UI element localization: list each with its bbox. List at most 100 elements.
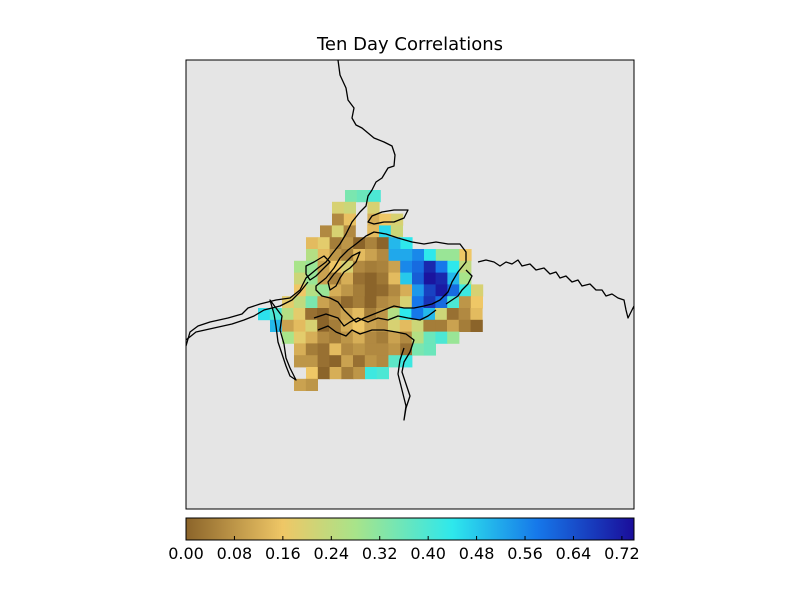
heatmap-cell bbox=[340, 308, 353, 321]
heatmap-cell bbox=[353, 355, 366, 368]
heatmap-cell bbox=[317, 260, 330, 273]
heatmap-cell bbox=[412, 272, 425, 285]
heatmap-cell bbox=[459, 284, 472, 297]
heatmap-cell bbox=[305, 331, 318, 344]
heatmap-cell bbox=[293, 296, 306, 309]
heatmap-cell bbox=[353, 272, 366, 285]
heatmap-cell bbox=[458, 319, 471, 332]
heatmap-cell bbox=[376, 355, 389, 368]
heatmap-cell bbox=[364, 296, 377, 309]
heatmap-cell bbox=[293, 331, 306, 344]
heatmap-cell bbox=[423, 331, 436, 344]
heatmap-cell bbox=[317, 237, 330, 250]
coastline-lagoon bbox=[305, 255, 331, 281]
heatmap-cell bbox=[341, 296, 354, 309]
coastline-north bbox=[185, 59, 396, 347]
heatmap-cell bbox=[470, 308, 483, 321]
heatmap-cell bbox=[400, 284, 413, 297]
heatmap-cell bbox=[305, 343, 318, 356]
heatmap-cell bbox=[306, 237, 319, 250]
heatmap-cell bbox=[317, 367, 330, 380]
coastline-gulf bbox=[315, 231, 467, 323]
heatmap-cell bbox=[294, 272, 307, 285]
heatmap-cell bbox=[294, 343, 307, 356]
heatmap-cell bbox=[329, 367, 342, 380]
heatmap-cell bbox=[368, 190, 381, 203]
heatmap-cell bbox=[376, 237, 389, 250]
heatmap-cell bbox=[331, 225, 344, 238]
colorbar-tick-label: 0.48 bbox=[459, 544, 495, 563]
heatmap-cell bbox=[412, 249, 425, 262]
heatmap-cell bbox=[332, 201, 345, 214]
heatmap-cell bbox=[353, 260, 366, 273]
heatmap-cell bbox=[388, 331, 401, 344]
heatmap-cell bbox=[388, 237, 401, 250]
heatmap-cell bbox=[341, 272, 354, 285]
coastline-south-peninsula-b bbox=[317, 325, 415, 421]
heatmap-cell bbox=[367, 225, 380, 238]
heatmap-cell bbox=[388, 284, 401, 297]
heatmap-cell bbox=[470, 319, 483, 332]
heatmap-cell bbox=[341, 367, 354, 380]
heatmap-cell bbox=[376, 272, 389, 285]
heatmap-cell bbox=[376, 308, 389, 321]
heatmap-cell bbox=[294, 378, 307, 391]
heatmap-cell bbox=[423, 343, 436, 356]
heatmap-cell bbox=[281, 308, 294, 321]
heatmap-cell bbox=[435, 331, 448, 344]
heatmap-cell bbox=[471, 284, 484, 297]
heatmap-cell bbox=[364, 284, 377, 297]
heatmap-cell bbox=[388, 355, 401, 368]
heatmap-cell bbox=[459, 260, 472, 273]
heatmap-cell bbox=[387, 308, 400, 321]
heatmap-cell bbox=[365, 237, 378, 250]
heatmap-cell bbox=[376, 260, 389, 273]
coastline-south-peninsula bbox=[313, 309, 437, 327]
heatmap-cell bbox=[400, 249, 413, 262]
heatmap-cell bbox=[388, 249, 401, 262]
coastlines bbox=[185, 59, 635, 421]
heatmap-cell bbox=[447, 249, 460, 262]
coastline-island-north bbox=[367, 209, 409, 225]
heatmap-cell bbox=[341, 343, 354, 356]
heatmap-cell bbox=[435, 284, 448, 297]
heatmap-cell bbox=[305, 308, 318, 321]
colorbar-tick-label: 0.56 bbox=[507, 544, 543, 563]
colorbar-tick-label: 0.40 bbox=[410, 544, 446, 563]
heatmap-cell bbox=[329, 343, 342, 356]
heatmap-cell bbox=[306, 367, 319, 380]
heatmap-cell bbox=[329, 355, 342, 368]
colorbar-tick-label: 0.24 bbox=[313, 544, 349, 563]
heatmap-cell bbox=[329, 331, 342, 344]
coastline-gulf-inner bbox=[327, 251, 361, 291]
heatmap-cell bbox=[341, 331, 354, 344]
heatmap-cell bbox=[364, 331, 377, 344]
coastline-south-arm bbox=[269, 299, 297, 381]
heatmap-cell bbox=[411, 308, 424, 321]
heatmap-cell bbox=[411, 296, 424, 309]
heatmap-cell bbox=[400, 272, 413, 285]
heatmap-cell bbox=[294, 260, 307, 273]
heatmap-cell bbox=[293, 319, 306, 332]
heatmap-cell bbox=[317, 343, 330, 356]
colorbar-tick-label: 0.64 bbox=[556, 544, 592, 563]
heatmap-cell bbox=[365, 249, 378, 262]
heatmap-cell bbox=[343, 213, 356, 226]
heatmap-cell bbox=[352, 319, 365, 332]
coastline-east bbox=[477, 259, 635, 319]
heatmap-cell bbox=[341, 284, 354, 297]
heatmap-cell bbox=[447, 296, 460, 309]
heatmap-cell bbox=[412, 260, 425, 273]
heatmap-cell bbox=[399, 319, 412, 332]
heatmap-cell bbox=[388, 319, 401, 332]
heatmap-cell bbox=[305, 296, 318, 309]
heatmap-cell bbox=[376, 296, 389, 309]
colorbar-tick-label: 0.08 bbox=[217, 544, 253, 563]
heatmap-cell bbox=[459, 272, 472, 285]
heatmap-cell bbox=[388, 296, 401, 309]
heatmap-cell bbox=[364, 272, 377, 285]
heatmap-cell bbox=[317, 284, 330, 297]
heatmap-cell bbox=[391, 213, 404, 226]
heatmap-cell bbox=[423, 308, 436, 321]
